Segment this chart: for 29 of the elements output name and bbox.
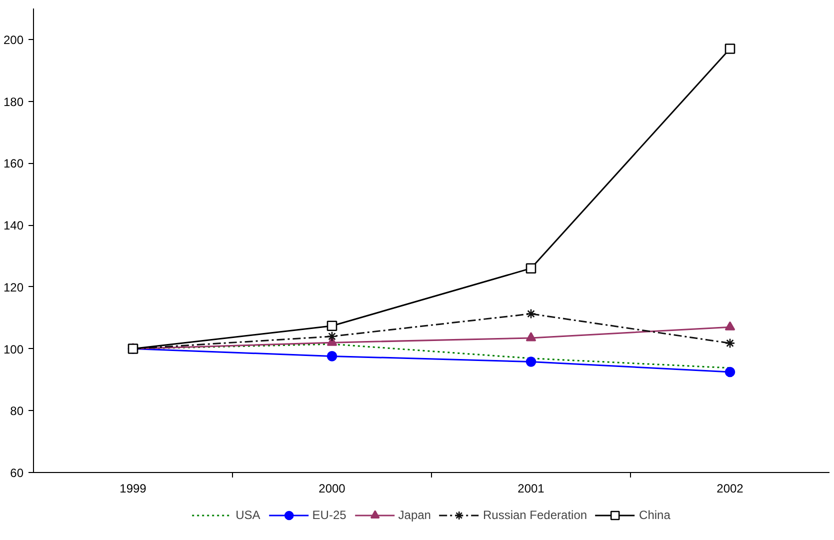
x-tick-label: 2000 <box>318 482 346 496</box>
point <box>326 351 338 362</box>
y-tick-label: 80 <box>10 404 24 418</box>
legend-label: EU-25 <box>312 508 346 522</box>
point <box>724 366 736 378</box>
y-tick-label: 160 <box>3 156 24 171</box>
point <box>724 44 736 54</box>
point <box>724 321 736 330</box>
legend-label: China <box>639 508 670 522</box>
x-tick-label: 1999 <box>120 482 147 496</box>
point <box>526 356 536 367</box>
point <box>326 320 338 332</box>
y-tick-label: 140 <box>3 218 24 233</box>
point <box>326 336 338 346</box>
y-tick-label: 180 <box>3 94 24 109</box>
point <box>326 331 338 342</box>
x-tick-label: 2002 <box>716 482 744 496</box>
point <box>526 332 536 342</box>
y-tick-label: 200 <box>3 32 24 47</box>
y-tick-label: 120 <box>3 280 24 294</box>
legend-label: USA <box>236 508 260 522</box>
x-tick-label: 2001 <box>518 482 545 496</box>
point <box>526 308 536 319</box>
legend-label: Russian Federation <box>482 508 588 522</box>
point <box>526 263 536 274</box>
y-tick-label: 100 <box>3 342 24 356</box>
legend-label: Japan <box>398 508 431 522</box>
y-tick-label: 60 <box>10 466 24 480</box>
point <box>724 338 736 348</box>
